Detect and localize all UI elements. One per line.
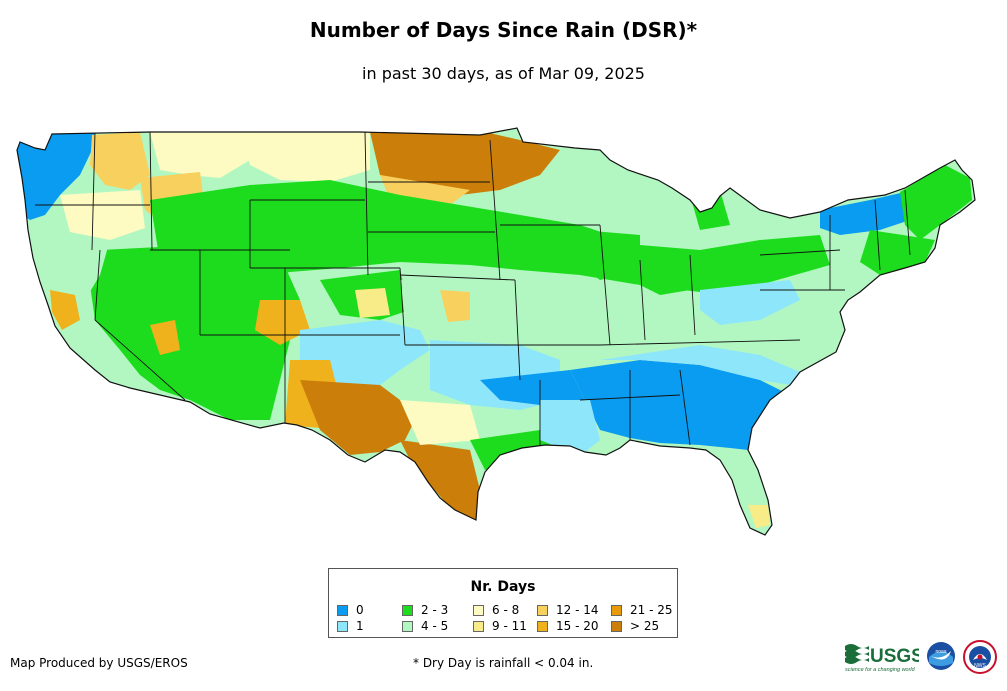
legend-item: 6 - 8: [473, 603, 519, 617]
legend-item: 21 - 25: [611, 603, 673, 617]
legend-label: 15 - 20: [556, 619, 599, 633]
legend-label: 21 - 25: [630, 603, 673, 617]
noaa-logo-text: noaa: [935, 649, 946, 655]
legend-swatch: [337, 620, 348, 632]
legend-swatch: [473, 604, 484, 616]
legend-swatch: [611, 604, 622, 616]
usgs-logo-text: USGS: [870, 646, 919, 667]
legend-label: 0: [356, 603, 364, 617]
legend-label: 1: [356, 619, 364, 633]
map-subtitle: in past 30 days, as of Mar 09, 2025: [362, 64, 645, 83]
legend-swatch: [473, 620, 484, 632]
legend: Nr. Days 0 1 2 - 3 4 - 5 6 - 8 9 - 11 12 - 14 1…: [328, 568, 678, 638]
legend-swatch: [537, 604, 548, 616]
legend-swatch: [337, 604, 348, 616]
usgs-logo: USGS science for a changing world: [845, 644, 919, 673]
legend-item: 2 - 3: [402, 603, 448, 617]
legend-label: 4 - 5: [421, 619, 449, 633]
producer-credit: Map Produced by USGS/EROS: [10, 656, 188, 670]
dry-day-note: * Dry Day is rainfall < 0.04 in.: [413, 656, 594, 670]
legend-label: 12 - 14: [556, 603, 599, 617]
usgs-tagline: science for a changing world: [845, 667, 916, 673]
legend-item: 12 - 14: [537, 603, 599, 617]
legend-swatch: [537, 620, 548, 632]
noaa-logo: noaa: [927, 642, 955, 670]
legend-item: 4 - 5: [402, 619, 448, 633]
legend-title: Nr. Days: [470, 579, 536, 595]
legend-label: 2 - 3: [421, 603, 449, 617]
legend-item: 15 - 20: [537, 619, 599, 633]
nws-logo-text: NWS: [974, 663, 986, 669]
legend-item: 9 - 11: [473, 619, 527, 633]
legend-swatch: [402, 604, 413, 616]
map-title: Number of Days Since Rain (DSR)*: [309, 18, 698, 42]
legend-item: > 25: [611, 619, 659, 633]
legend-item: 1: [337, 619, 364, 633]
state-borders: [35, 131, 911, 446]
legend-label: > 25: [630, 619, 660, 633]
legend-swatch: [611, 620, 622, 632]
legend-label: 9 - 11: [492, 619, 527, 633]
legend-label: 6 - 8: [492, 603, 520, 617]
legend-item: 0: [337, 603, 364, 617]
legend-swatch: [402, 620, 413, 632]
nws-logo: NWS: [963, 640, 997, 674]
